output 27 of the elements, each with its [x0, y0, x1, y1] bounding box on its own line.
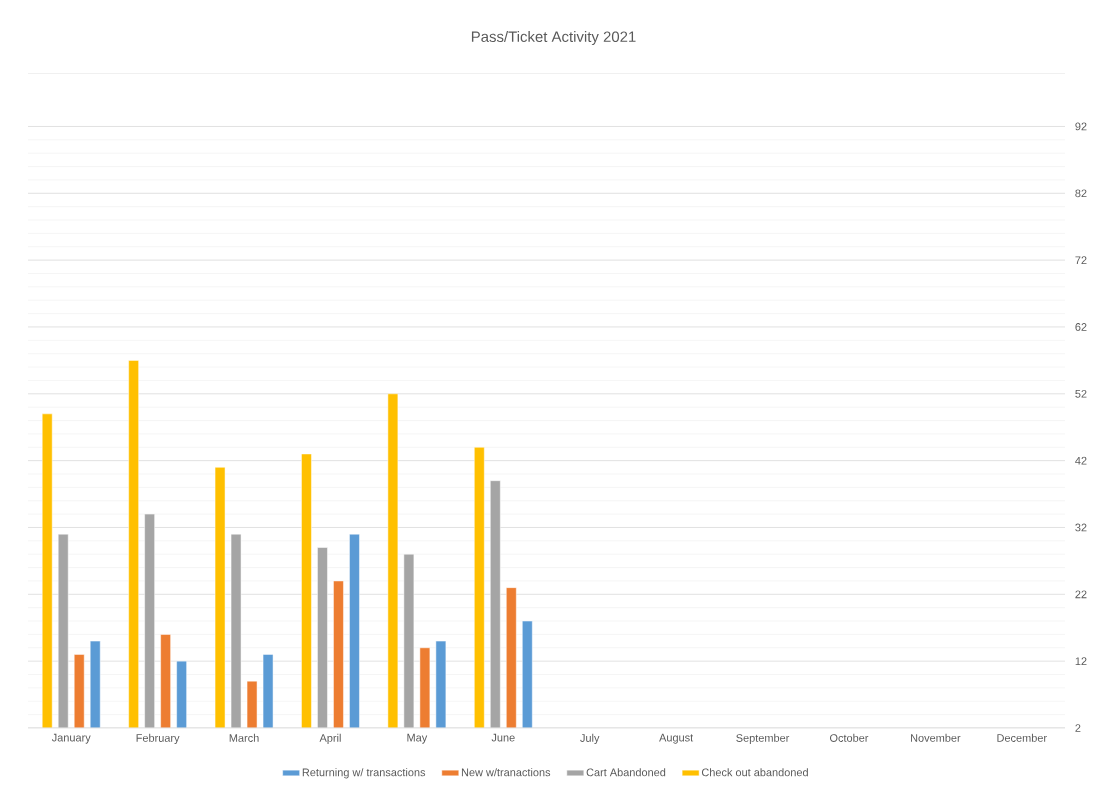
x-tick-label: February — [136, 733, 180, 745]
x-tick-label: September — [736, 733, 790, 745]
y-tick-label: 62 — [1075, 323, 1087, 331]
x-tick-label: December — [997, 733, 1047, 742]
y-tick-label: 52 — [1075, 389, 1087, 398]
y-tick-label: 2 — [1075, 724, 1081, 732]
legend-label: New w/tranactions — [461, 768, 551, 777]
x-tick-label: June — [491, 733, 515, 742]
y-tick-label: 22 — [1075, 590, 1087, 599]
x-tick-label: March — [229, 733, 259, 742]
x-tick-label: January — [51, 733, 91, 744]
chart-title: Pass/Ticket Activity 2021 — [471, 31, 636, 45]
legend-label: Cart Abandoned — [586, 768, 666, 777]
y-tick-label: 12 — [1075, 657, 1087, 665]
x-tick-label: August — [659, 733, 694, 744]
x-tick-label: July — [580, 733, 600, 745]
x-tick-label: November — [911, 733, 961, 742]
y-tick-label: 82 — [1075, 189, 1087, 198]
x-tick-label: May — [407, 733, 428, 744]
y-tick-label: 92 — [1075, 122, 1087, 131]
legend-label: Check out abandoned — [701, 768, 808, 777]
y-tick-label: 32 — [1075, 523, 1087, 532]
x-tick-label: October — [829, 733, 869, 742]
x-tick-label: April — [319, 733, 341, 745]
y-tick-label: 42 — [1075, 456, 1087, 465]
legend-label: Returning w/ transactions — [302, 768, 426, 779]
y-tick-label: 72 — [1075, 256, 1087, 264]
